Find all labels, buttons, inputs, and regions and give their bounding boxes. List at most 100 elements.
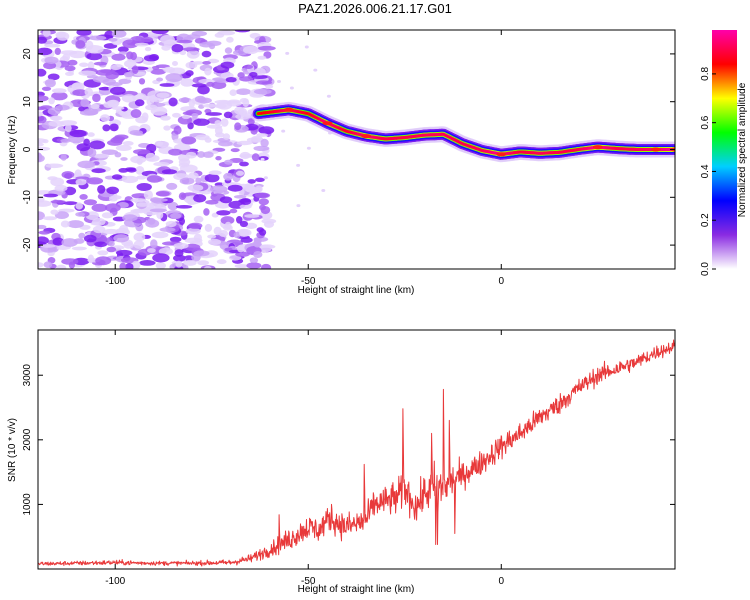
noise-blob	[150, 239, 158, 249]
noise-blob	[251, 135, 263, 142]
noise-blob	[110, 64, 122, 71]
noise-blob	[236, 216, 243, 224]
noise-blob	[38, 95, 49, 102]
noise-blob	[41, 86, 52, 92]
noise-blob	[86, 177, 104, 185]
noise-blob	[204, 223, 213, 232]
noise-blob	[111, 53, 126, 61]
noise-blob	[207, 234, 217, 239]
noise-blob	[253, 239, 262, 248]
snr-series-line	[38, 339, 675, 567]
noise-blob	[56, 31, 70, 41]
noise-blob	[249, 257, 259, 264]
noise-blob	[50, 115, 63, 121]
noise-blob	[206, 124, 223, 129]
noise-blob	[92, 217, 106, 226]
noise-blob	[281, 129, 286, 133]
noise-blob	[197, 260, 210, 266]
noise-blob	[263, 220, 275, 228]
noise-blob	[125, 263, 134, 269]
noise-blob	[38, 224, 47, 230]
noise-blob	[304, 45, 309, 49]
noise-blob	[191, 83, 207, 88]
noise-blob	[187, 122, 194, 130]
noise-blob	[227, 184, 243, 192]
noise-blob	[42, 216, 57, 221]
noise-blob	[204, 137, 212, 143]
noise-blob	[91, 153, 110, 159]
noise-blob	[235, 113, 251, 120]
noise-blob	[122, 39, 139, 49]
noise-blob	[168, 97, 178, 107]
noise-blob	[124, 59, 137, 68]
noise-blob	[50, 177, 65, 187]
noise-blob	[306, 146, 311, 150]
noise-blob	[85, 40, 94, 50]
noise-blob	[147, 217, 156, 225]
noise-blob	[261, 263, 272, 269]
noise-blob	[143, 55, 159, 62]
noise-blob	[108, 196, 118, 202]
noise-blob	[126, 51, 134, 60]
noise-blob	[222, 133, 230, 140]
noise-blob	[79, 62, 89, 68]
colorbar-ticks: 0.0 0.2 0.4 0.6 0.8	[700, 67, 716, 276]
noise-blob	[215, 156, 222, 161]
noise-blob	[321, 189, 326, 192]
spectrogram-x-label: Height of straight line (km)	[298, 285, 415, 296]
noise-blob	[101, 212, 114, 219]
noise-blob	[91, 203, 108, 212]
noise-blob	[253, 145, 270, 152]
noise-blob	[87, 148, 97, 158]
noise-blob	[50, 199, 66, 204]
noise-blob	[118, 224, 129, 235]
noise-blob	[105, 71, 119, 80]
noise-blob	[136, 202, 149, 207]
noise-blob	[239, 220, 248, 228]
noise-blob	[64, 124, 72, 132]
noise-blob	[105, 203, 121, 213]
noise-blob	[123, 71, 134, 78]
noise-blob	[207, 238, 222, 245]
noise-blob	[172, 61, 178, 66]
noise-blob	[256, 133, 268, 137]
noise-blob	[63, 201, 78, 206]
noise-blob	[229, 208, 238, 214]
noise-blob	[218, 230, 228, 237]
noise-blob	[48, 120, 65, 127]
noise-blob	[61, 238, 78, 247]
noise-blob	[257, 45, 276, 51]
noise-blob	[234, 30, 251, 33]
snr-axes: -100 -50 0 1000 2000 3000	[22, 330, 675, 587]
noise-blob	[219, 196, 233, 204]
snr-panel: -100 -50 0 1000 2000 3000 Height of straight …	[7, 329, 676, 595]
noise-blob	[98, 86, 112, 91]
noise-blob	[122, 141, 134, 146]
noise-blob	[193, 250, 210, 257]
noise-blob	[38, 36, 47, 44]
noise-blob	[214, 120, 222, 126]
noise-blob	[255, 177, 265, 182]
noise-blob	[112, 136, 125, 142]
noise-blob	[253, 251, 263, 258]
noise-blob	[90, 103, 100, 110]
noise-blob	[61, 258, 79, 265]
noise-blob	[38, 115, 47, 124]
noise-blob	[220, 61, 235, 69]
noise-blob	[239, 161, 249, 167]
colorbar-gradient	[712, 30, 737, 269]
noise-blob	[88, 35, 107, 41]
noise-blob	[60, 154, 67, 161]
noise-blob	[185, 151, 197, 159]
noise-blob	[38, 153, 43, 162]
noise-blob	[205, 200, 219, 205]
noise-blob	[45, 163, 64, 169]
noise-blob	[214, 32, 225, 38]
noise-blob	[130, 155, 147, 164]
noise-blob	[60, 138, 71, 143]
noise-blob	[111, 30, 127, 38]
noise-blob	[47, 107, 61, 116]
noise-blob	[183, 259, 197, 266]
spectrogram-noise-blobs	[38, 30, 332, 269]
